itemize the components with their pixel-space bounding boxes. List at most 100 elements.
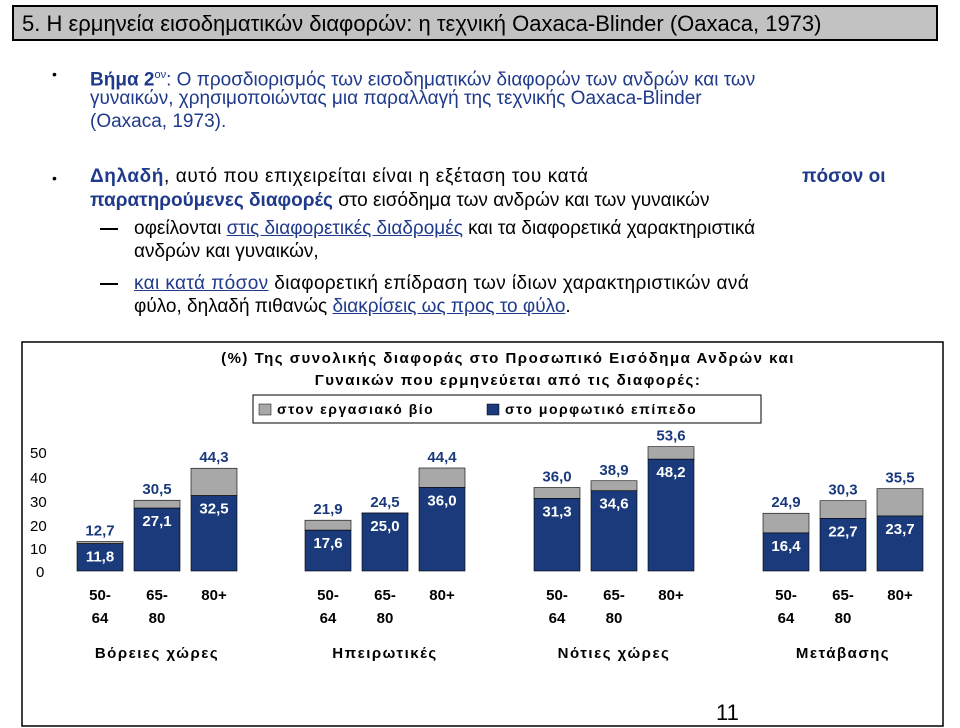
bar-total-label: 24,9 <box>771 494 800 511</box>
bar-total-label: 38,9 <box>599 462 628 479</box>
bullet1-line2: γυναικών, χρησιμοποιώντας μια παραλλαγή … <box>90 88 702 109</box>
sub2-line2: φύλο, δηλαδή πιθανώς διακρίσεις ως προς … <box>134 296 571 318</box>
bar-segment-education <box>876 515 924 572</box>
x-tick-label: 50- <box>546 587 568 604</box>
step-superscript: ον <box>154 69 167 81</box>
bar-total-label: 36,0 <box>542 468 571 485</box>
bullet1-line3: (Oaxaca, 1973). <box>90 111 227 132</box>
group-label: Νότιες χώρες <box>558 645 671 662</box>
x-tick-label: 50- <box>317 587 339 604</box>
chart-legend: στον εργασιακό βίο στο μορφωτικό επίπεδο <box>252 394 762 424</box>
bar-value-label: 23,7 <box>885 521 914 538</box>
x-tick-label: 65- <box>146 587 168 604</box>
bar-segment-education <box>76 543 124 572</box>
sub2-line2-end: . <box>565 296 571 317</box>
x-tick-label: 64 <box>549 610 566 627</box>
bar-segment-education <box>133 507 181 572</box>
sub2-link[interactable]: και κατά πόσον <box>134 273 269 294</box>
x-tick-label: 64 <box>320 610 337 627</box>
x-tick-label: 80 <box>835 610 852 627</box>
bullet1-line1: Βήμα 2ον: Ο προσδιορισμός των εισοδηματι… <box>90 64 755 91</box>
bullet-dot-2: • <box>52 170 57 186</box>
bullet2-line2-rest: στο εισόδημα των ανδρών και των γυναικών <box>332 190 710 211</box>
chart-title-line1: (%) Της συνολικής διαφοράς στο Προσωπικό… <box>221 350 795 367</box>
bars-layer: 12,7 11,8 30,5 27,1 44,3 32,5 21,9 17,6 24,5 25,0… <box>76 428 924 572</box>
sub2-rest: διαφορετική επίδραση των ίδιων χαρακτηρι… <box>268 273 750 294</box>
group-label: Μετάβασης <box>796 645 890 662</box>
group-labels: Βόρειες χώρες Ηπειρωτικές Νότιες χώρες Μετά… <box>95 645 890 662</box>
bar-total-label: 21,9 <box>313 501 342 518</box>
y-axis-labels: 50 40 30 20 10 0 <box>30 445 47 581</box>
bar-segment-work <box>533 487 581 499</box>
x-tick-label: 65- <box>374 587 396 604</box>
stacked-bar-chart: (%) Της συνολικής διαφοράς στο Προσωπικό… <box>21 341 944 727</box>
bar-segment-education <box>361 512 409 572</box>
bar-total-label: 30,5 <box>142 481 171 498</box>
bar-total-label: 24,5 <box>370 494 399 511</box>
group-label: Βόρειες χώρες <box>95 645 219 662</box>
legend-swatch-education <box>486 403 500 416</box>
bar-segment-education <box>590 490 638 572</box>
x-tick-label: 64 <box>778 610 795 627</box>
bar-value-label: 25,0 <box>370 518 399 535</box>
bar-segment-work <box>133 499 181 509</box>
y-tick: 0 <box>36 564 44 581</box>
bar-segment-education <box>819 518 867 572</box>
y-tick: 40 <box>30 470 47 487</box>
x-tick-label: 80+ <box>201 587 227 604</box>
sub2-line1: και κατά πόσον διαφορετική επίδραση των … <box>134 273 749 295</box>
bar-segment-education <box>533 498 581 572</box>
bar-segment-work <box>304 519 352 531</box>
legend-swatch-work <box>258 403 272 416</box>
page-number: 11 <box>716 700 739 725</box>
bar-segment-education <box>304 529 352 572</box>
bullet2-line2: παρατηρούμενες διαφορές στο εισόδημα των… <box>90 190 709 212</box>
bullet2-line1-rest: , αυτό που επιχειρείται είναι η εξέταση … <box>164 166 589 187</box>
legend-label-education: στο μορφωτικό επίπεδο <box>505 401 697 417</box>
bar-value-label: 11,8 <box>86 549 114 566</box>
bar-segment-education <box>418 487 466 572</box>
bar-total-label: 44,3 <box>199 449 228 466</box>
chart-title-line2: Γυναικών που ερμηνεύεται από τις διαφορέ… <box>315 372 702 389</box>
slide-title-bar: 5. Η ερμηνεία εισοδηματικών διαφορών: η … <box>12 5 938 41</box>
x-tick-label: 65- <box>832 587 854 604</box>
sub2-line2-link[interactable]: διακρίσεις ως προς το φύλο <box>332 296 566 317</box>
step-label: Βήμα 2 <box>90 69 155 91</box>
sub1-rest: και τα διαφορετικά χαρακτηριστικά <box>462 218 756 239</box>
bar-value-label: 17,6 <box>313 535 342 552</box>
bullet2-lead: Δηλαδή <box>90 166 165 187</box>
group-label: Ηπειρωτικές <box>332 645 437 662</box>
bar-segment-work <box>190 467 238 496</box>
x-tick-label: 80+ <box>887 587 913 604</box>
sub1-start: οφείλονται <box>134 218 227 239</box>
x-axis-labels: 50- 64 65- 80 80+ 50- 64 65- 80 80+ 50- 64 65- 80 80+ 5… <box>89 587 913 627</box>
x-tick-label: 50- <box>775 587 797 604</box>
chart-frame <box>21 341 944 727</box>
bar-segment-education <box>762 532 810 572</box>
y-tick: 10 <box>30 541 47 558</box>
x-tick-label: 80+ <box>658 587 684 604</box>
bullet2-line2-bold: παρατηρούμενες διαφορές <box>90 190 333 211</box>
bar-total-label: 35,5 <box>885 470 914 487</box>
x-tick-label: 64 <box>92 610 109 627</box>
sub1-link[interactable]: στις διαφορετικές διαδρομές <box>226 218 463 239</box>
bar-segment-work <box>418 467 466 488</box>
sub2-line2-start: φύλο, δηλαδή πιθανώς <box>134 296 333 317</box>
bullet1-line1-rest: : Ο προσδιορισμός των εισοδηματικών διαφ… <box>166 69 756 91</box>
legend-frame <box>252 394 762 424</box>
x-tick-label: 80 <box>149 610 166 627</box>
bar-value-label: 22,7 <box>828 523 857 540</box>
y-tick: 20 <box>30 518 47 535</box>
bar-segment-work <box>76 541 124 544</box>
x-tick-label: 80 <box>377 610 394 627</box>
bar-value-label: 27,1 <box>142 513 171 530</box>
bar-value-label: 31,3 <box>542 503 571 520</box>
bar-segment-work <box>819 500 867 519</box>
y-tick: 50 <box>30 445 47 462</box>
bar-segment-education <box>190 495 238 572</box>
legend-label-work: στον εργασιακό βίο <box>277 401 434 417</box>
bar-value-label: 34,6 <box>599 496 628 513</box>
bar-value-label: 16,4 <box>771 538 801 555</box>
bar-value-label: 48,2 <box>656 464 685 481</box>
y-tick: 30 <box>30 494 47 511</box>
